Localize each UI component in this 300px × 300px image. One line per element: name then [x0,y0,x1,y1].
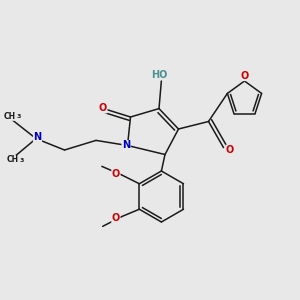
Text: N: N [122,140,130,151]
Text: O: O [99,103,107,113]
Text: O: O [112,213,120,223]
Text: CH: CH [7,155,19,164]
Text: HO: HO [151,70,167,80]
Text: O: O [226,145,234,155]
Text: CH: CH [4,112,16,121]
Text: 3: 3 [20,158,24,163]
Text: 3: 3 [17,115,21,119]
Text: N: N [33,132,42,142]
Text: O: O [241,70,249,81]
Text: O: O [112,169,120,178]
